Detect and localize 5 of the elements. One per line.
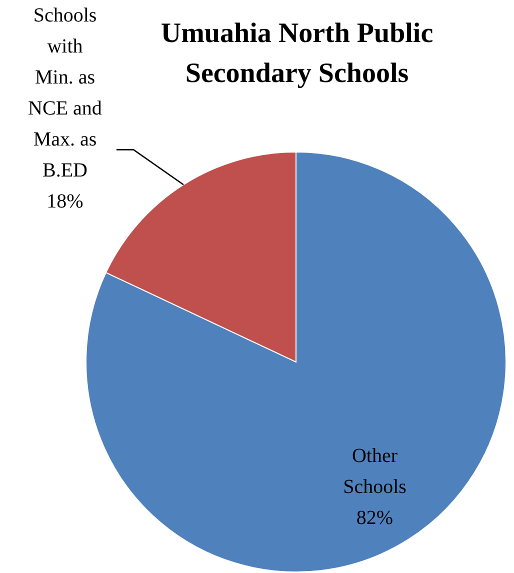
data-label: 82% bbox=[356, 507, 394, 530]
slice-label: Schools with Min. as NCE and Max. as B.ED bbox=[28, 4, 102, 182]
slice-label: Other Schools bbox=[343, 445, 407, 498]
text: Umuahia North Public Secondary Schools bbox=[160, 18, 434, 89]
data-label: 18% bbox=[46, 190, 84, 213]
